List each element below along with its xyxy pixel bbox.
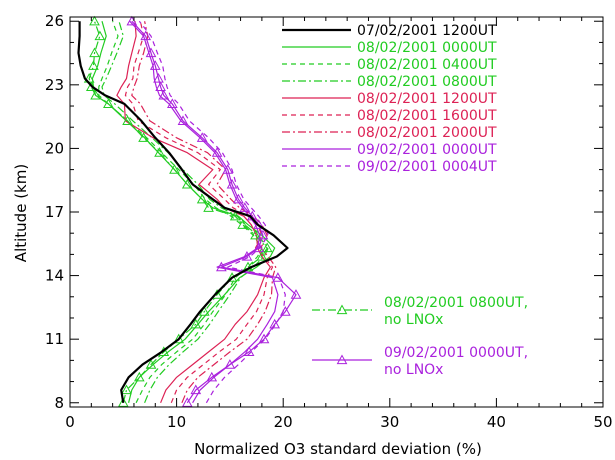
series-marker (103, 98, 114, 109)
series-marker (173, 333, 185, 344)
series-marker (256, 250, 268, 261)
series-line (98, 20, 263, 404)
legend-label: 09/02/2001 0004UT (357, 159, 497, 175)
series-marker (145, 359, 157, 369)
series-marker (138, 132, 149, 142)
y-axis-label: Altitude (km) (12, 164, 30, 262)
y-tick-label: 8 (54, 394, 64, 412)
legend-label: 09/02/2001 0000UT (357, 142, 497, 158)
y-tick-label: 26 (45, 12, 64, 30)
legend-label: 08/02/2001 0000UT (357, 40, 497, 56)
series-line (77, 21, 289, 403)
series-marker (181, 178, 193, 189)
series-marker (166, 98, 178, 109)
series-marker (122, 115, 133, 125)
series-marker (229, 210, 241, 221)
series-marker (206, 371, 218, 382)
legend-marker (336, 354, 348, 365)
x-tick-label: 30 (380, 413, 399, 431)
series-marker (239, 202, 251, 212)
series-marker (257, 229, 269, 240)
series-marker (88, 60, 99, 70)
legend-label: 09/02/2001 0000UT, (384, 345, 528, 361)
series-line (131, 20, 297, 404)
series-marker (169, 164, 180, 174)
series-marker (290, 289, 302, 299)
series-line (138, 20, 286, 404)
y-tick-label: 14 (45, 267, 64, 285)
series-marker (89, 15, 100, 26)
legend-label: 08/02/2001 0400UT (357, 57, 497, 73)
series-marker (243, 346, 255, 356)
series-marker (158, 89, 170, 100)
series-marker (216, 261, 227, 272)
series-marker (279, 306, 291, 316)
axis-ticks (69, 17, 604, 407)
series-marker (253, 242, 265, 253)
series-marker (117, 397, 129, 407)
legend-label: no LNOx (384, 312, 443, 328)
series-marker (190, 318, 202, 329)
series-marker (269, 318, 281, 329)
x-tick-label: 0 (65, 413, 75, 431)
series-marker (145, 47, 157, 58)
series-marker (226, 178, 238, 189)
series-marker (222, 164, 234, 174)
series-marker (198, 306, 210, 316)
series-marker (258, 333, 270, 344)
y-tick-label: 20 (45, 139, 64, 157)
legend-label: 08/02/2001 0800UT, (384, 295, 528, 311)
series-line (131, 21, 277, 404)
series-marker (196, 132, 208, 142)
series-marker (177, 115, 189, 125)
series-marker (140, 30, 152, 41)
x-tick-label: 10 (167, 413, 186, 431)
x-tick-label: 20 (274, 413, 293, 431)
legend-label: 08/02/2001 0800UT (357, 74, 497, 90)
series-marker (203, 202, 214, 212)
plot-series (77, 15, 302, 407)
y-tick-label: 11 (45, 330, 64, 348)
series-marker (196, 193, 208, 204)
legend-label: 08/02/2001 2000UT (357, 125, 497, 141)
series-marker (224, 359, 236, 369)
legend-label: 08/02/2001 1600UT (357, 108, 497, 124)
series-marker (154, 147, 165, 157)
series-marker (153, 72, 164, 83)
series-marker (233, 193, 244, 204)
tick-labels: 0 10 20 30 40 50 8 11 14 17 20 23 26 (45, 12, 613, 431)
legend-label: 07/02/2001 1200UT (357, 23, 497, 39)
x-tick-label: 40 (487, 413, 506, 431)
series-line (116, 21, 271, 404)
y-tick-label: 23 (45, 76, 64, 94)
legend-marker (336, 304, 348, 315)
series-marker (94, 30, 106, 41)
series-marker (190, 384, 202, 395)
series-marker (250, 229, 261, 240)
series-marker (237, 219, 249, 229)
series-marker (261, 242, 273, 253)
series-marker (272, 272, 284, 282)
series-marker (155, 81, 166, 92)
series-marker (89, 47, 100, 58)
series-marker (241, 250, 253, 261)
legend-label: 08/02/2001 1200UT (357, 91, 497, 107)
series-marker (90, 89, 101, 100)
series-marker (133, 371, 145, 382)
series-marker (149, 60, 161, 70)
y-tick-label: 17 (45, 203, 64, 221)
series-marker (121, 384, 132, 395)
x-axis-label: Normalized O3 standard deviation (%) (194, 440, 482, 458)
series-marker (181, 397, 193, 407)
x-tick-label: 50 (593, 413, 612, 431)
series-marker (211, 147, 223, 157)
legend-label: no LNOx (384, 362, 443, 378)
